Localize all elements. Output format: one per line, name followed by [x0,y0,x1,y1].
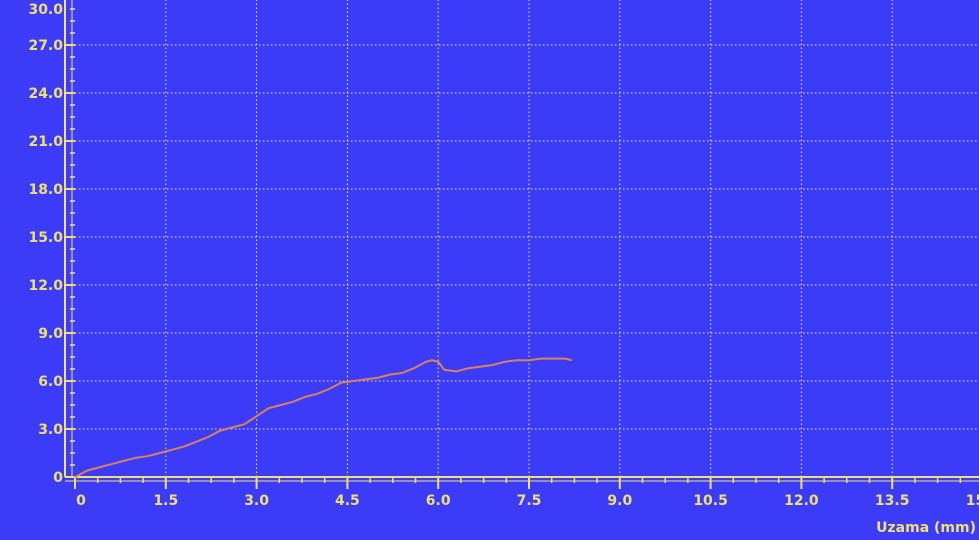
series-point [207,436,209,438]
y-tick-label: 27.0 [28,38,63,54]
y-tick-label: 3.0 [38,422,63,438]
series-point [86,470,88,472]
y-tick-labels: 0 3.0 6.0 9.0 12.0 15.0 18.0 21.0 24.0 27.0 30.0 [28,2,63,486]
series-point [134,457,137,459]
series-point [364,378,367,380]
x-tick-label: 3.0 [244,493,269,509]
y-tick-label: 6.0 [38,374,63,390]
y-tick-label: 0 [53,470,63,486]
series-point [431,359,433,361]
series-point [195,441,197,443]
series-point [122,460,125,462]
series-point [540,358,542,360]
series-point [280,404,282,406]
series-point [377,377,379,379]
series-point [479,366,482,368]
series-point [413,367,415,369]
series-points [74,358,572,478]
series-point [389,374,391,376]
x-axis-title: Uzama (mm) [876,520,976,536]
series-point [492,364,494,366]
series-point [328,388,330,390]
x-tick-labels: 0 1.5 3.0 4.5 6.0 7.5 9.0 10.5 12.0 13.5 15.0 [76,493,979,509]
series-point [316,393,318,395]
series-point [147,455,149,457]
series-point [231,426,233,428]
series-point [552,358,554,360]
series-point [443,369,445,371]
series-point [110,463,112,465]
x-tick-label: 6.0 [426,493,451,509]
series-point [504,361,506,363]
x-tick-label: 0 [76,493,86,509]
series-point [292,401,294,403]
series-point [183,446,185,448]
x-tick-label: 1.5 [153,493,178,509]
series-point [425,361,427,363]
series-point [401,372,403,374]
series-point [455,370,457,372]
grid [75,0,979,477]
x-tick-label: 10.5 [693,493,728,509]
y-tick-label: 30.0 [28,2,63,18]
y-tick-label: 21.0 [28,134,63,150]
series-point [516,359,518,361]
series-point [467,367,470,369]
series-point [74,476,76,478]
series-point [340,382,342,384]
series-point [564,358,566,360]
series-point [80,473,82,475]
series-point [352,380,355,382]
series-point [219,430,221,432]
series-point [256,415,258,417]
series-point [268,407,270,409]
series-point [171,449,173,451]
x-tick-label: 9.0 [607,493,632,509]
y-tick-label: 9.0 [38,326,63,342]
x-tick-label: 15.0 [966,493,979,509]
x-tick-label: 13.5 [875,493,910,509]
series-point [243,423,246,425]
y-tick-label: 18.0 [28,182,63,198]
y-tick-label: 24.0 [28,86,63,102]
x-tick-label: 4.5 [335,493,360,509]
minor-ticks [65,0,979,489]
series-point [159,452,161,454]
x-tick-label: 7.5 [517,493,542,509]
y-tick-label: 15.0 [28,230,63,246]
series-point [98,466,100,468]
series-point [304,396,306,398]
y-tick-label: 12.0 [28,278,63,294]
series-point [528,359,530,361]
series-point [437,361,439,363]
x-tick-label: 12.0 [784,493,819,509]
series-point [570,359,572,361]
